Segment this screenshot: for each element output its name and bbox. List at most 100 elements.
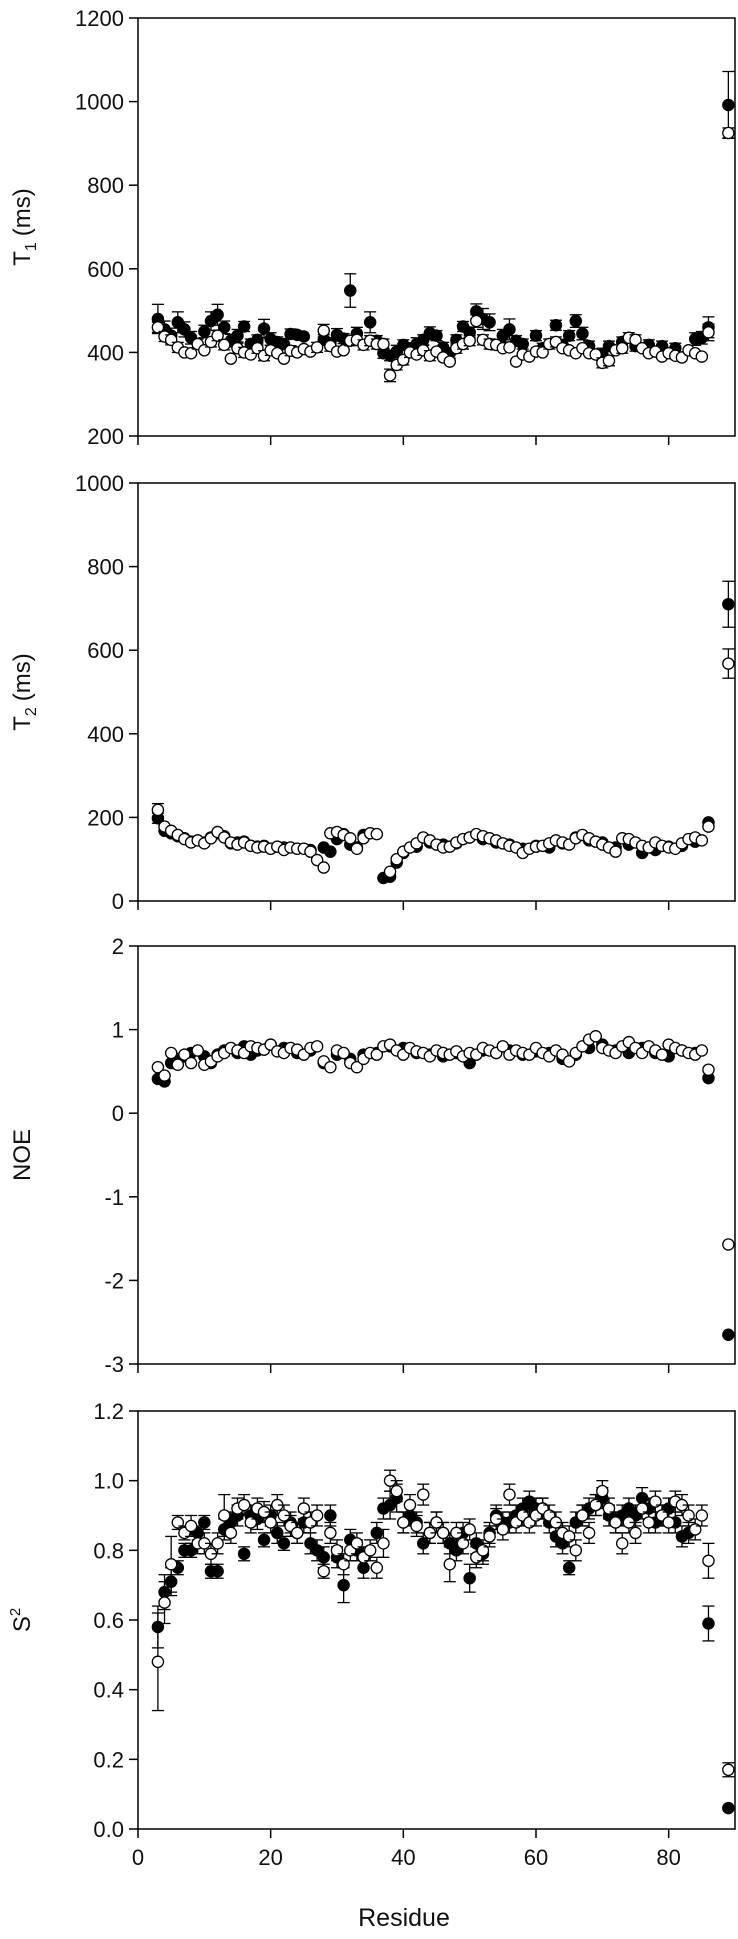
noe-marker-open <box>310 1040 324 1053</box>
x-axis-label: Residue <box>358 1904 450 1932</box>
s2-marker-filled <box>257 1533 271 1547</box>
t1-marker-open <box>224 352 238 365</box>
s2-marker-filled <box>370 1526 384 1540</box>
s2-marker-open <box>569 1544 583 1557</box>
noe-data-point-open <box>496 1040 510 1053</box>
t2-plot-frame <box>137 482 736 902</box>
s2-marker-open <box>264 1516 277 1529</box>
s2-marker-open <box>602 1502 616 1515</box>
t1-marker-filled <box>237 320 251 333</box>
noe-data-point-open <box>337 1046 350 1060</box>
s2-marker-open <box>483 1530 496 1543</box>
noe-data-point-filled <box>722 1328 735 1341</box>
t1-y-tick-label: 1200 <box>75 6 124 31</box>
panel-noe: -3 -2 -1 0 1 2 NOE <box>9 934 736 1377</box>
s2-marker-filled <box>562 1561 576 1575</box>
t1-ylabel-subscript: 1 <box>23 242 40 251</box>
t1-marker-filled <box>569 314 583 328</box>
noe-data-point-open <box>191 1044 204 1057</box>
t2-marker-open <box>344 832 357 845</box>
t1-data-point-filled <box>198 324 211 339</box>
x-tick-label: 60 <box>524 1845 548 1870</box>
t1-data-point-open <box>456 337 470 351</box>
t1-data-point-filled <box>722 70 735 140</box>
t1-marker-filled <box>297 330 311 343</box>
t1-data-point-filled <box>178 321 191 338</box>
t1-marker-filled <box>722 98 735 112</box>
noe-data-point-open <box>655 1048 669 1061</box>
s2-data-point-filled <box>702 1605 715 1642</box>
s2-marker-open <box>211 1537 224 1550</box>
s2-data-point-filled <box>317 1546 330 1569</box>
s2-data-point-open <box>443 1546 457 1583</box>
t1-marker-filled <box>231 329 244 342</box>
s2-data-point-open <box>496 1518 510 1541</box>
s2-data-point-open <box>217 1493 231 1538</box>
s2-marker-open <box>722 1763 735 1777</box>
s2-marker-filled <box>722 1801 735 1815</box>
s2-data-point-open <box>589 1493 602 1517</box>
s2-marker-open <box>164 1558 178 1571</box>
t1-data-point-open <box>383 368 397 383</box>
s2-marker-open <box>496 1523 510 1536</box>
t1-marker-open <box>629 333 642 347</box>
t2-y-tick-label: 400 <box>87 722 124 747</box>
s2-data-point-open <box>330 1539 344 1562</box>
s2-marker-filled <box>198 1516 211 1529</box>
s2-marker-open <box>576 1509 589 1522</box>
noe-marker-open <box>562 1055 576 1068</box>
noe-y-tick-label: -2 <box>104 1268 124 1293</box>
noe-data-point-open <box>178 1048 191 1061</box>
t2-y-tick-label: 0 <box>112 889 124 914</box>
s2-data-point-filled <box>562 1560 576 1576</box>
s2-data-point-open <box>337 1553 350 1576</box>
t2-data-point-open <box>350 842 364 856</box>
t1-marker-open <box>702 326 715 339</box>
s2-marker-open <box>416 1488 430 1501</box>
s2-data-point-open <box>264 1511 277 1534</box>
s2-data-point-open <box>224 1521 238 1545</box>
t1-data-point-open <box>463 334 476 347</box>
t2-data-point-open <box>344 832 357 845</box>
s2-marker-open <box>370 1561 384 1575</box>
t2-y-tick-label: 800 <box>87 555 124 580</box>
t1-data-point-filled <box>297 330 311 343</box>
t1-data-point-filled <box>344 273 357 308</box>
s2-marker-open <box>390 1484 403 1498</box>
t1-marker-open <box>383 369 397 382</box>
s2-data-point-open <box>536 1497 549 1520</box>
s2-data-point-open <box>463 1518 476 1541</box>
t1-marker-filled <box>344 284 357 297</box>
s2-data-point-open <box>158 1581 171 1625</box>
s2-marker-open <box>609 1516 622 1529</box>
t1-data-point-open <box>470 314 483 328</box>
s2-data-point-open <box>635 1497 649 1520</box>
t2-marker-open <box>370 827 384 841</box>
s2-marker-open <box>695 1509 709 1522</box>
s2-marker-open <box>217 1509 231 1522</box>
t2-data-point-open <box>695 834 709 847</box>
s2-data-point-filled <box>722 1801 735 1815</box>
t1-marker-filled <box>430 329 443 342</box>
t1-marker-open <box>503 341 516 354</box>
noe-y-tick-label: -3 <box>104 1352 124 1377</box>
t1-marker-open <box>602 354 616 368</box>
t1-data-point-open <box>184 346 198 360</box>
t1-plot-frame <box>137 17 736 437</box>
s2-data-point-open <box>410 1514 423 1538</box>
s2-data-point-open <box>237 1493 251 1517</box>
t1-marks <box>151 70 735 383</box>
s2-marker-open <box>310 1509 324 1522</box>
s2-data-point-open <box>722 1762 735 1778</box>
t2-marker-open <box>383 865 397 878</box>
noe-marker-open <box>702 1063 715 1076</box>
s2-y-tick-label: 0.8 <box>93 1538 124 1563</box>
t1-marker-filled <box>211 308 224 322</box>
s2-marker-open <box>158 1596 171 1609</box>
x-tick-label: 20 <box>258 1845 282 1870</box>
s2-marker-open <box>476 1544 490 1557</box>
s2-marker-filled <box>277 1537 291 1550</box>
s2-data-point-open <box>211 1532 224 1555</box>
